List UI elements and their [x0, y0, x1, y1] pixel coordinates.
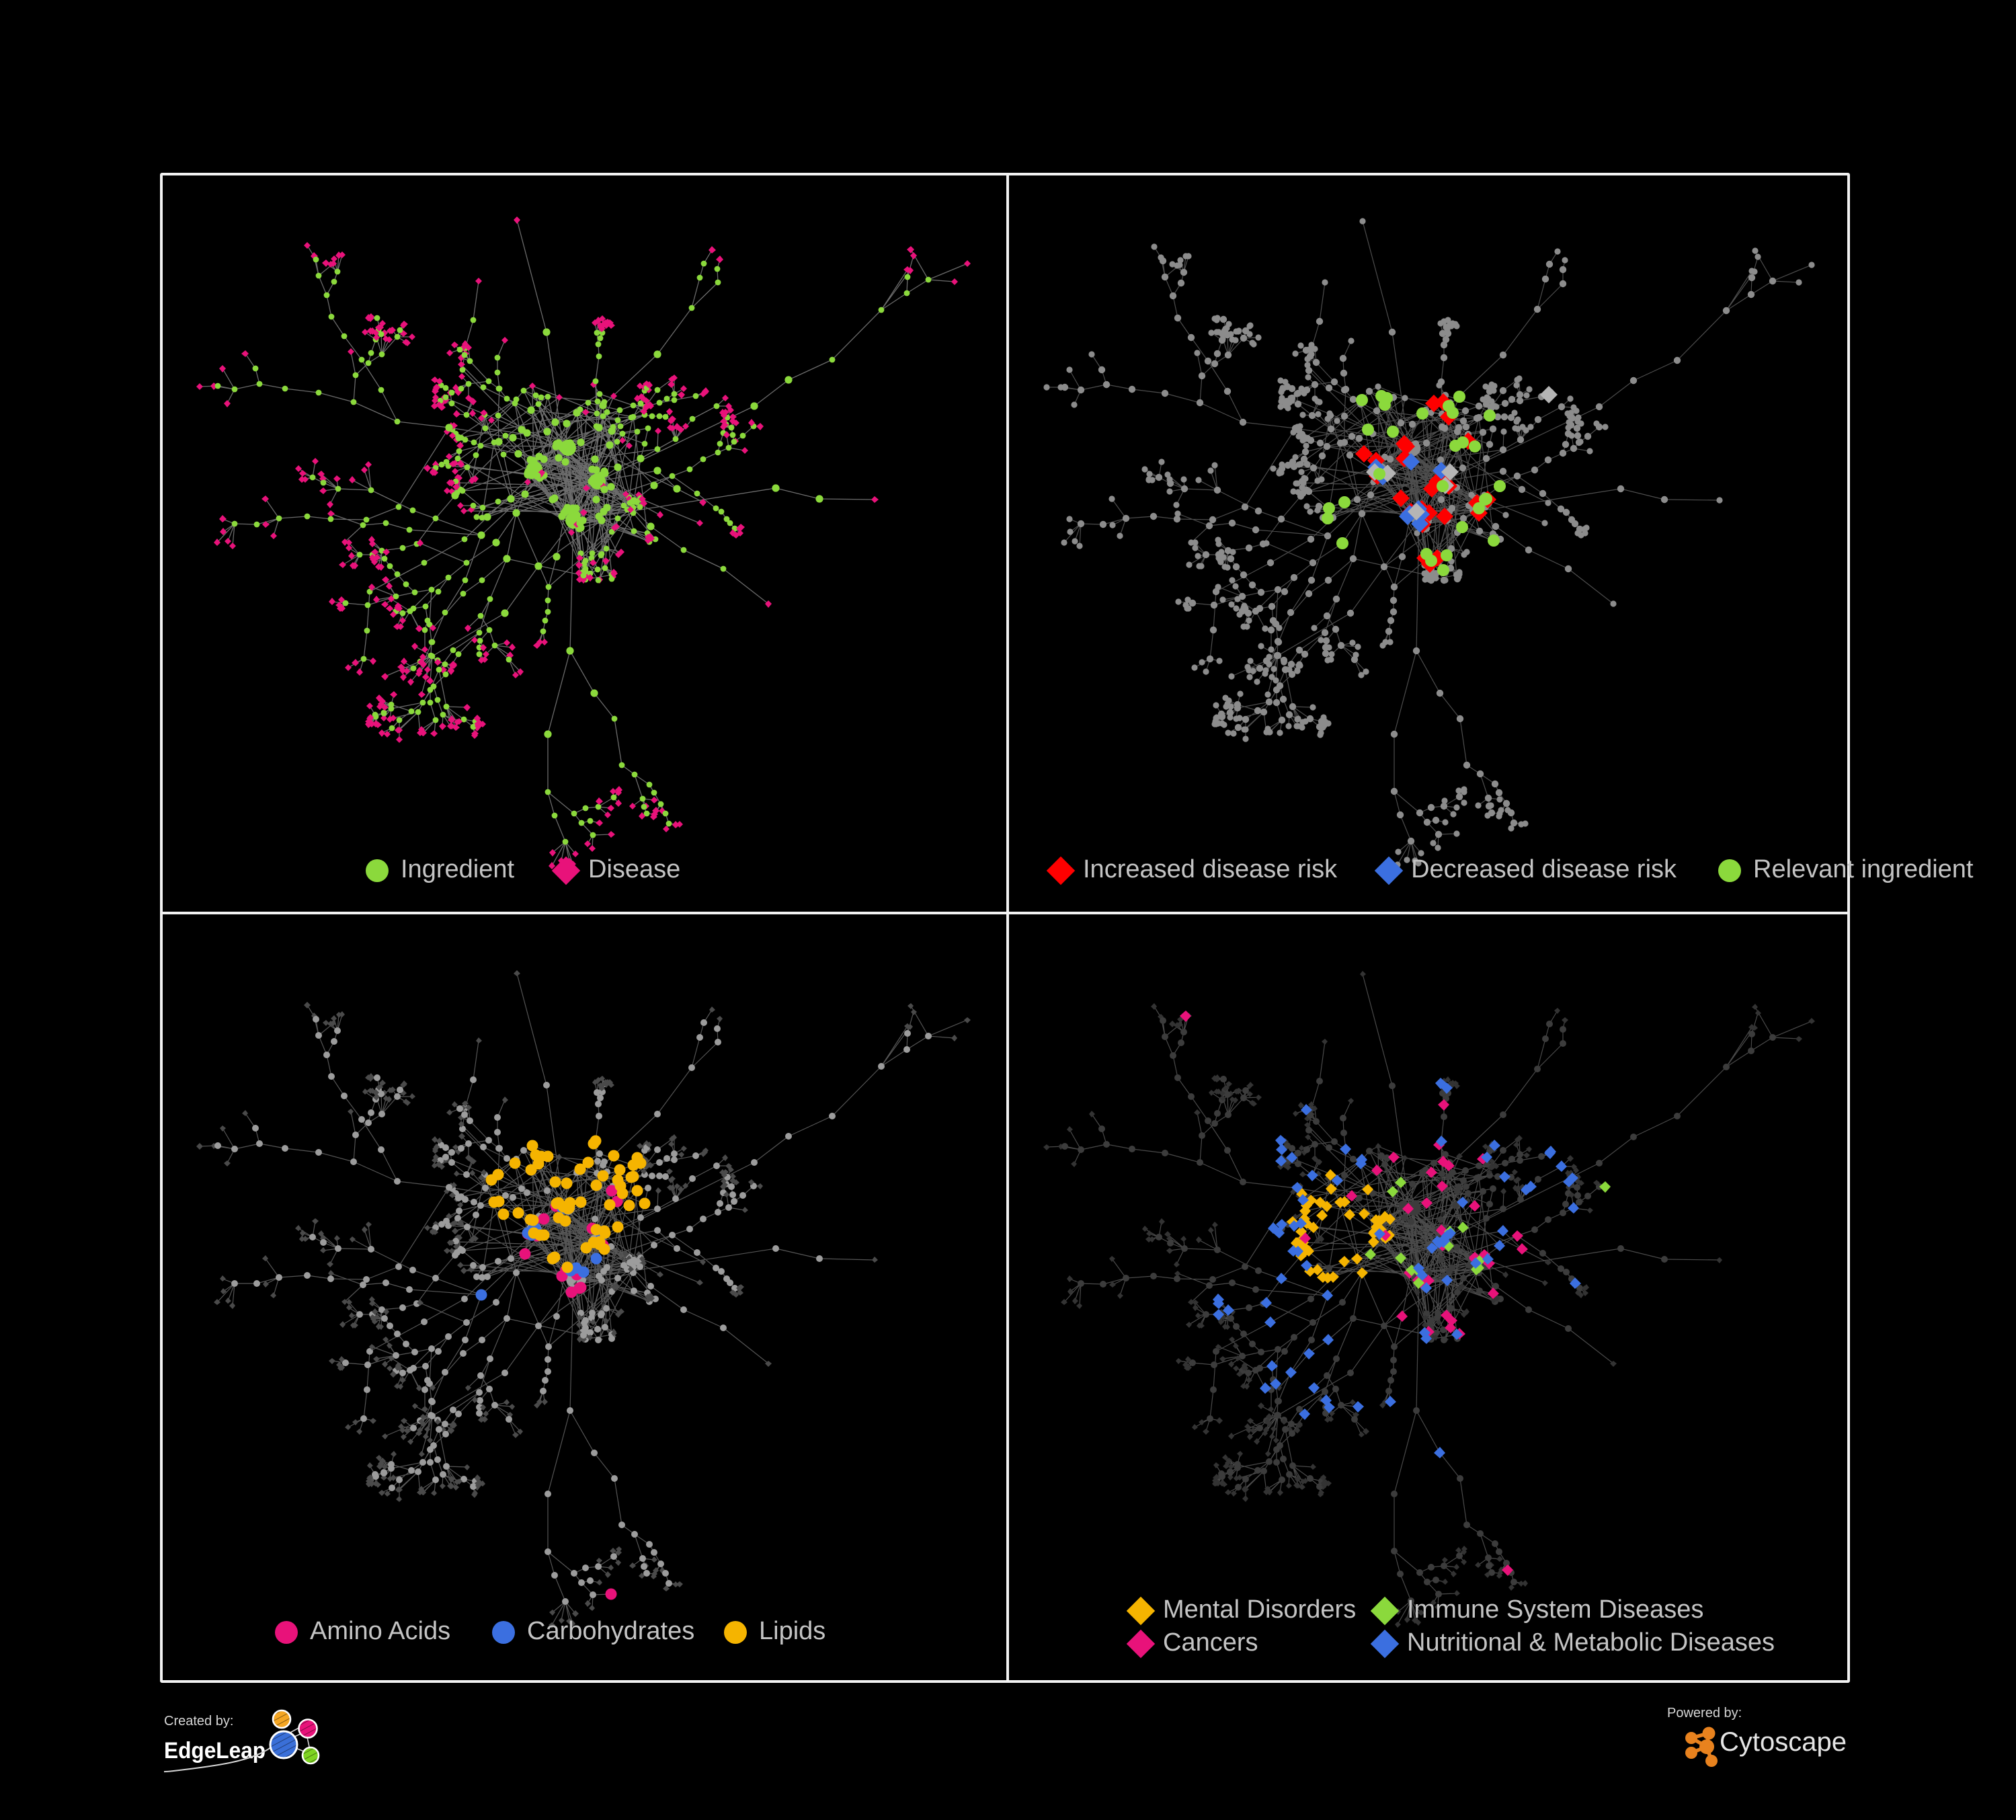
svg-text:Created by:: Created by:	[164, 1714, 233, 1729]
svg-text:Powered by:: Powered by:	[1667, 1706, 1742, 1720]
svg-text:Cytoscape: Cytoscape	[1720, 1727, 1847, 1757]
svg-text:EdgeLeap: EdgeLeap	[164, 1737, 266, 1763]
